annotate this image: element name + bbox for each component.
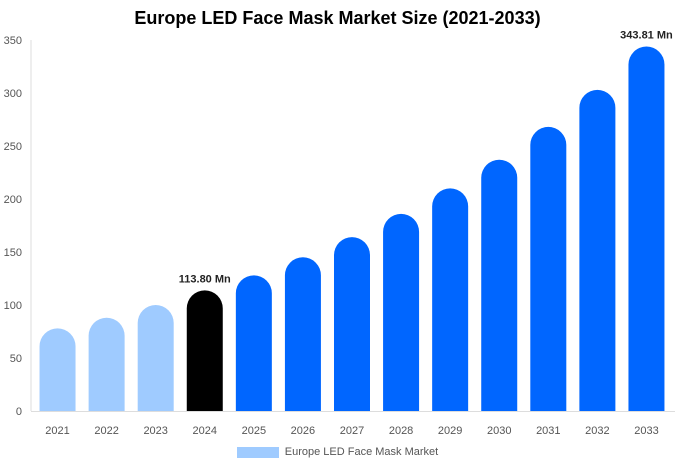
bar-2028 <box>383 213 420 411</box>
data-label: 343.81 Mn <box>620 30 673 42</box>
legend-label: Europe LED Face Mask Market <box>284 446 439 458</box>
x-tick-label: 2021 <box>45 425 69 437</box>
bar-2026 <box>284 257 321 411</box>
data-label: 113.80 Mn <box>179 273 231 285</box>
bar-2025 <box>235 275 272 411</box>
x-tick-label: 2030 <box>487 425 511 437</box>
bar-2024 <box>186 290 223 411</box>
y-tick-label: 200 <box>4 194 22 206</box>
y-tick-label: 150 <box>4 247 22 259</box>
legend: Europe LED Face Mask Market <box>0 446 675 458</box>
x-tick-label: 2033 <box>634 425 658 437</box>
y-tick-label: 0 <box>16 406 22 418</box>
y-tick-label: 350 <box>4 35 22 47</box>
y-tick-label: 100 <box>4 300 22 312</box>
bar-2027 <box>334 237 370 411</box>
bar-2022 <box>88 317 125 411</box>
x-tick-label: 2031 <box>536 425 560 437</box>
x-tick-label: 2032 <box>585 425 609 437</box>
bar-2021 <box>39 328 76 411</box>
x-tick-label: 2023 <box>143 425 167 437</box>
x-tick-label: 2028 <box>389 425 413 437</box>
x-tick-label: 2029 <box>438 425 462 437</box>
legend-swatch <box>236 446 279 458</box>
bar-2031 <box>530 126 567 412</box>
x-tick-label: 2024 <box>193 425 217 437</box>
bar-2032 <box>579 89 616 411</box>
bar-2023 <box>137 305 174 411</box>
x-tick-label: 2022 <box>94 425 118 437</box>
x-tick-label: 2025 <box>242 425 266 437</box>
chart-title: Europe LED Face Mask Market Size (2021-2… <box>134 8 541 28</box>
y-tick-label: 250 <box>4 141 22 153</box>
bar-2033 <box>628 46 665 411</box>
y-tick-label: 50 <box>10 353 22 365</box>
x-tick-label: 2026 <box>291 425 315 437</box>
bar-2029 <box>432 188 469 411</box>
y-tick-label: 300 <box>4 88 22 100</box>
bar-2030 <box>481 159 518 411</box>
x-tick-label: 2027 <box>340 425 364 437</box>
